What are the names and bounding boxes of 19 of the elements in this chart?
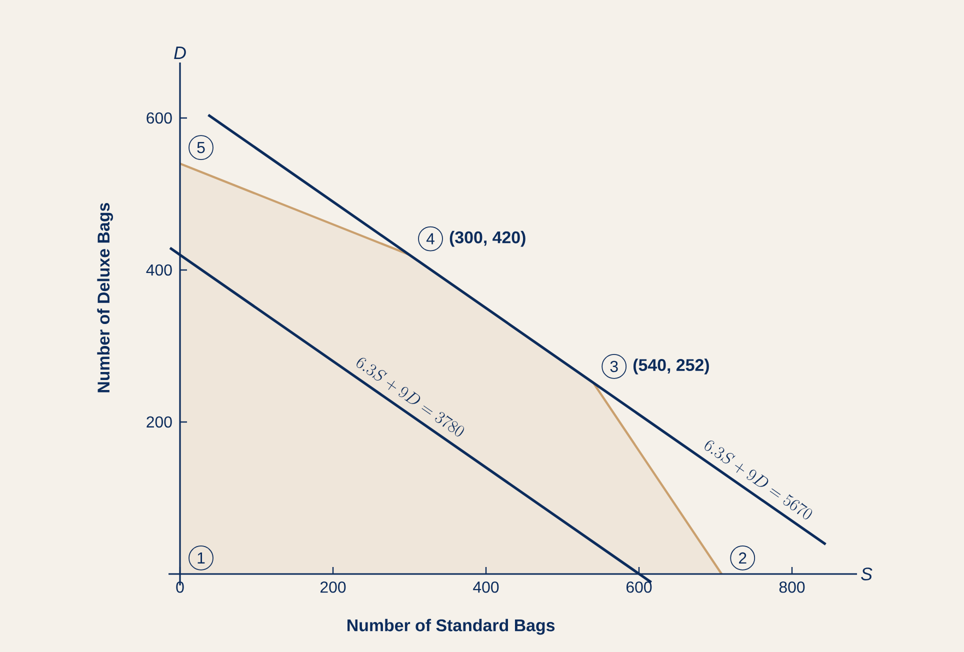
y-axis-title: Number of Deluxe Bags: [97, 203, 114, 392]
x-axis-title: Number of Standard Bags: [348, 618, 555, 635]
annotation: (540, 252): [633, 358, 709, 374]
text: D: [174, 46, 186, 60]
x-tick-label: 0: [176, 582, 184, 593]
x-tick-label: 600: [626, 582, 652, 593]
annotation: 5: [197, 142, 205, 154]
x-tick-label: 800: [779, 582, 805, 593]
x-tick-label: 200: [320, 582, 346, 593]
annotation: 4: [426, 233, 434, 244]
y-tick-label: 400: [146, 264, 172, 276]
y-tick-label: 200: [146, 416, 172, 428]
x-tick-label: 400: [473, 582, 499, 593]
annotation: 3: [610, 360, 618, 372]
text: S: [861, 568, 872, 580]
y-tick-label: 600: [146, 112, 172, 124]
annotation: (300, 420): [450, 230, 526, 247]
annotation: 1: [198, 552, 205, 564]
annotation: 2: [738, 552, 746, 564]
